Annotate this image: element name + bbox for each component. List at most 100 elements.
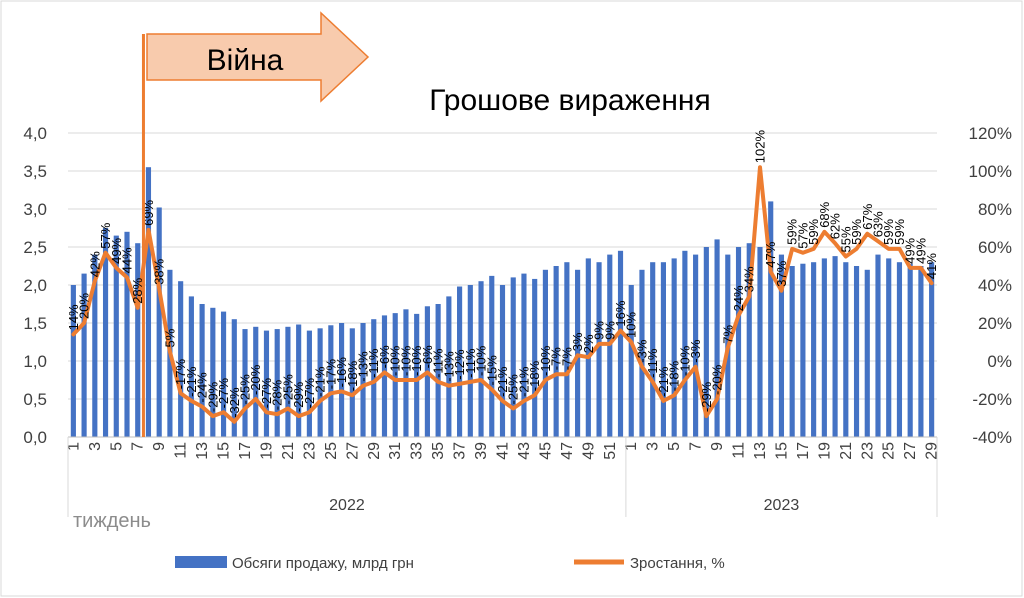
data-label: 49%	[109, 237, 124, 263]
bar	[446, 296, 452, 437]
growth-point	[200, 405, 204, 409]
data-label: 24%	[731, 285, 746, 311]
week-tick-label: 25	[323, 442, 340, 460]
growth-point	[683, 378, 687, 382]
bar	[811, 262, 817, 437]
data-label: 41%	[924, 253, 939, 279]
data-label: -29%	[291, 381, 306, 412]
data-label: 59%	[785, 218, 800, 244]
growth-point	[329, 391, 333, 395]
x-axis: 1 3 5 7 9 11 13 15 17 19 21 23 25 27 29 31 33 35 37 39 41 43 4…	[65, 436, 941, 517]
week-tick-label: 9	[709, 442, 726, 451]
bar	[929, 262, 935, 437]
growth-point	[865, 232, 869, 236]
growth-point	[747, 294, 751, 298]
growth-point	[243, 406, 247, 411]
growth-point	[350, 393, 354, 397]
growth-point	[575, 353, 580, 357]
year-label: 2023	[764, 497, 800, 514]
bar	[521, 273, 527, 437]
growth-point	[522, 399, 526, 403]
growth-point	[704, 414, 708, 418]
data-label: -21%	[495, 366, 510, 397]
bar	[682, 250, 688, 437]
bar	[843, 262, 849, 437]
left-tick-label: 2,5	[23, 238, 47, 257]
bar	[693, 254, 699, 437]
growth-point	[211, 414, 215, 418]
data-label: -16%	[334, 357, 349, 388]
week-tick-label: 37	[452, 442, 469, 460]
data-label: -15%	[484, 355, 499, 386]
left-tick-label: 2,0	[23, 276, 47, 295]
data-label: -6%	[377, 345, 392, 369]
data-label: -21%	[516, 366, 531, 397]
growth-point	[533, 393, 537, 397]
bar	[864, 269, 870, 437]
growth-point	[887, 247, 891, 251]
week-tick-label: 15	[773, 442, 790, 460]
data-label: 59%	[892, 218, 907, 244]
data-label: 14%	[66, 304, 81, 330]
week-tick-label: 7	[130, 442, 147, 451]
bar	[467, 285, 473, 437]
week-tick-label: 3	[87, 442, 104, 451]
chart-title: Грошове вираження	[429, 84, 711, 117]
right-tick-label: 20%	[978, 314, 1012, 333]
bar	[510, 277, 516, 437]
growth-point	[876, 239, 880, 243]
growth-point	[586, 355, 590, 359]
bar	[532, 278, 538, 437]
bar	[671, 258, 677, 437]
right-tick-label: 100%	[969, 162, 1012, 181]
bar	[542, 269, 548, 437]
growth-point	[500, 399, 505, 403]
growth-point	[382, 370, 387, 374]
bar	[660, 262, 667, 437]
data-label: 62%	[828, 213, 843, 239]
week-tick-label: 3	[645, 442, 662, 451]
growth-point	[114, 266, 118, 270]
bar	[220, 311, 227, 437]
growth-point	[415, 378, 419, 382]
week-tick-label: 21	[280, 442, 297, 460]
week-tick-label: 31	[387, 442, 404, 460]
data-label: -11%	[463, 348, 478, 378]
growth-point	[157, 287, 161, 291]
data-label: 44%	[120, 247, 135, 273]
data-label: -11%	[366, 348, 381, 378]
week-tick-label: 11	[173, 442, 190, 459]
data-label: -18%	[667, 360, 682, 391]
growth-point	[393, 378, 397, 382]
data-label: 67%	[860, 203, 875, 229]
bar	[853, 266, 860, 437]
week-tick-label: 11	[731, 442, 748, 459]
bar	[338, 323, 345, 437]
bar	[392, 313, 398, 437]
growth-point	[264, 410, 269, 414]
data-label: 57%	[98, 222, 113, 248]
data-label: 59%	[881, 218, 896, 244]
growth-point	[769, 270, 773, 274]
week-tick-label: 29	[924, 442, 941, 460]
bar	[553, 266, 559, 437]
week-tick-label: 45	[537, 442, 554, 460]
bar	[124, 231, 130, 437]
growth-point	[543, 378, 548, 382]
bar	[768, 201, 774, 437]
bar	[735, 247, 742, 437]
data-label: 57%	[795, 222, 810, 248]
bar	[650, 262, 656, 437]
week-tick-label: 17	[795, 442, 812, 460]
right-tick-label: -40%	[972, 428, 1012, 447]
bar	[628, 285, 634, 437]
growth-point	[436, 380, 440, 384]
week-tick-label: 27	[902, 442, 919, 460]
right-tick-label: -20%	[972, 390, 1012, 409]
bar	[639, 269, 645, 437]
data-label: 102%	[752, 130, 767, 164]
data-label: 49%	[913, 237, 928, 263]
growth-point	[726, 346, 730, 350]
data-label: -12%	[452, 349, 467, 380]
week-tick-label: 23	[301, 442, 318, 460]
